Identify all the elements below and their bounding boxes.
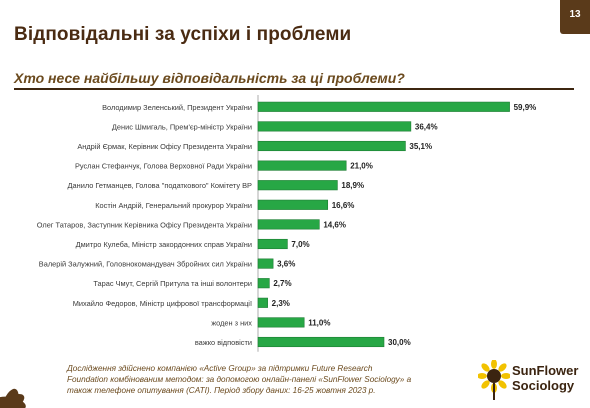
category-label: Денис Шмигаль, Прем'єр-міністр України xyxy=(112,122,252,131)
category-label: жоден з них xyxy=(211,318,252,327)
category-label: Олег Татаров, Заступник Керівника Офісу … xyxy=(37,220,252,229)
category-label: Тарас Чмут, Сергій Притула та інші волон… xyxy=(93,279,252,288)
bar-value-label: 14,6% xyxy=(323,220,346,229)
category-label: Данило Гетманцев, Голова "податкового" К… xyxy=(68,181,253,190)
bar-value-label: 11,0% xyxy=(308,318,330,327)
question-underline xyxy=(14,88,574,90)
bar xyxy=(257,238,288,250)
bar-value-label: 21,0% xyxy=(350,162,373,171)
category-label: Руслан Стефанчук, Голова Верховної Ради … xyxy=(75,162,252,171)
bar-value-label: 2,7% xyxy=(273,279,291,288)
bar xyxy=(257,297,268,308)
bar xyxy=(257,336,385,348)
bar-value-label: 18,9% xyxy=(341,181,364,190)
sunflower-logo-icon xyxy=(478,360,510,400)
bar xyxy=(257,140,406,152)
bar xyxy=(257,278,270,289)
bar xyxy=(257,160,347,171)
logo-line-1: SunFlower xyxy=(512,363,579,378)
category-label: Костін Андрій, Генеральний прокурор Укра… xyxy=(95,201,252,210)
bar-value-label: 36,4% xyxy=(415,122,438,131)
bar-value-label: 35,1% xyxy=(409,142,432,151)
category-label: Михайло Федоров, Міністр цифрової трансф… xyxy=(73,299,252,308)
bar xyxy=(257,101,510,112)
bar xyxy=(257,180,338,191)
footnote: Дослідження здійснено компанією «Active … xyxy=(67,364,412,395)
bar-value-label: 7,0% xyxy=(291,240,309,249)
slide-number: 13 xyxy=(560,0,590,34)
bar-value-label: 30,0% xyxy=(388,338,411,347)
category-label: Дмитро Кулеба, Міністр закордонних справ… xyxy=(76,240,252,249)
bar-value-label: 16,6% xyxy=(332,201,355,210)
category-label: Володимир Зеленський, Президент України xyxy=(102,103,252,112)
bar xyxy=(257,258,274,269)
bar-value-label: 59,9% xyxy=(514,103,537,112)
chart-question: Хто несе найбільшу відповідальність за ц… xyxy=(14,70,405,86)
slide-title: Відповідальні за успіхи і проблеми xyxy=(14,24,352,45)
category-label: важко відповісти xyxy=(195,338,252,347)
bar-chart: Володимир Зеленський, Президент України 5… xyxy=(37,95,537,352)
logo-line-2: Sociology xyxy=(512,378,575,393)
bar xyxy=(257,219,320,230)
category-label: Валерій Залужний, Головнокомандувач Збро… xyxy=(39,260,252,269)
bar xyxy=(257,317,305,328)
bar xyxy=(257,121,412,132)
sunflower-sociology-logo: SunFlower Sociology xyxy=(478,358,586,404)
bar-value-label: 3,6% xyxy=(277,260,295,269)
bar-value-label: 2,3% xyxy=(272,299,290,308)
bar xyxy=(257,199,329,210)
sunflower-decoration-icon xyxy=(0,388,26,408)
category-label: Андрій Єрмак, Керівник Офісу Президента … xyxy=(77,142,252,151)
